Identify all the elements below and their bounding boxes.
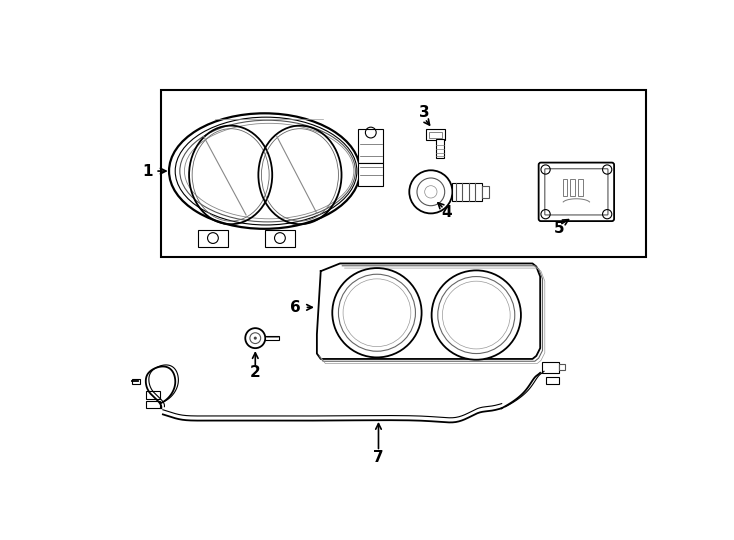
Bar — [562, 179, 567, 195]
Text: 7: 7 — [373, 450, 384, 465]
Bar — [358, 164, 383, 186]
Bar — [578, 179, 583, 195]
Circle shape — [254, 336, 257, 340]
FancyBboxPatch shape — [539, 163, 614, 221]
Bar — [358, 129, 383, 164]
Bar — [545, 377, 559, 384]
FancyBboxPatch shape — [545, 168, 608, 215]
Bar — [542, 362, 559, 373]
Text: 3: 3 — [419, 105, 430, 120]
Text: 6: 6 — [290, 300, 301, 315]
Bar — [570, 179, 575, 195]
Bar — [146, 392, 160, 399]
Circle shape — [432, 271, 521, 360]
FancyBboxPatch shape — [265, 230, 294, 247]
Polygon shape — [317, 264, 540, 359]
Bar — [482, 186, 490, 198]
Bar — [265, 336, 279, 340]
Bar — [436, 139, 444, 158]
FancyBboxPatch shape — [198, 230, 228, 247]
Bar — [559, 364, 565, 370]
Text: 5: 5 — [554, 221, 564, 237]
Text: 2: 2 — [250, 365, 261, 380]
Bar — [429, 132, 443, 138]
Bar — [426, 130, 445, 140]
Bar — [146, 401, 160, 408]
Bar — [161, 90, 647, 257]
Bar — [452, 183, 482, 201]
Text: 1: 1 — [142, 164, 153, 179]
Text: 4: 4 — [441, 205, 451, 220]
Bar — [132, 379, 139, 383]
Circle shape — [333, 268, 421, 357]
